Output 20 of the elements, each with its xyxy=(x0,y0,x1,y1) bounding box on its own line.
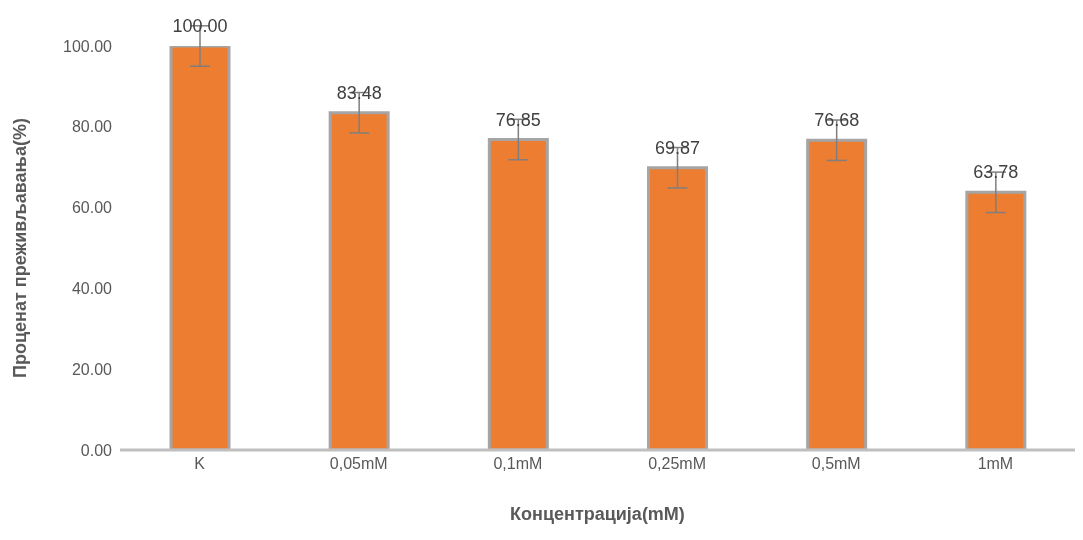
x-tick-label: 0,5mM xyxy=(811,455,861,473)
y-tick-label: 100.00 xyxy=(63,37,113,55)
data-label: 76.68 xyxy=(814,110,860,131)
y-axis-title: Проценат преживљавања(%) xyxy=(10,118,31,378)
x-tick-label: 0,25mM xyxy=(648,455,706,473)
data-label: 69.87 xyxy=(654,137,701,158)
x-tick-label: 1mM xyxy=(977,455,1014,473)
data-label: 83.48 xyxy=(336,82,382,103)
data-label: 100.00 xyxy=(172,16,228,36)
y-tick-label: 40.00 xyxy=(71,280,113,298)
y-tick-label: 0.00 xyxy=(80,441,113,459)
y-tick-label: 60.00 xyxy=(71,199,113,217)
y-tick-label: 20.00 xyxy=(71,360,113,378)
x-tick-label: K xyxy=(194,455,206,473)
data-label: 63.78 xyxy=(973,162,1019,183)
data-label: 76.85 xyxy=(495,109,541,130)
x-tick-label: 0,1mM xyxy=(493,455,543,473)
x-tick-label: 0,05mM xyxy=(329,455,388,473)
x-axis-title: Концентрација(mM) xyxy=(510,504,685,524)
y-tick-label: 80.00 xyxy=(71,118,113,136)
